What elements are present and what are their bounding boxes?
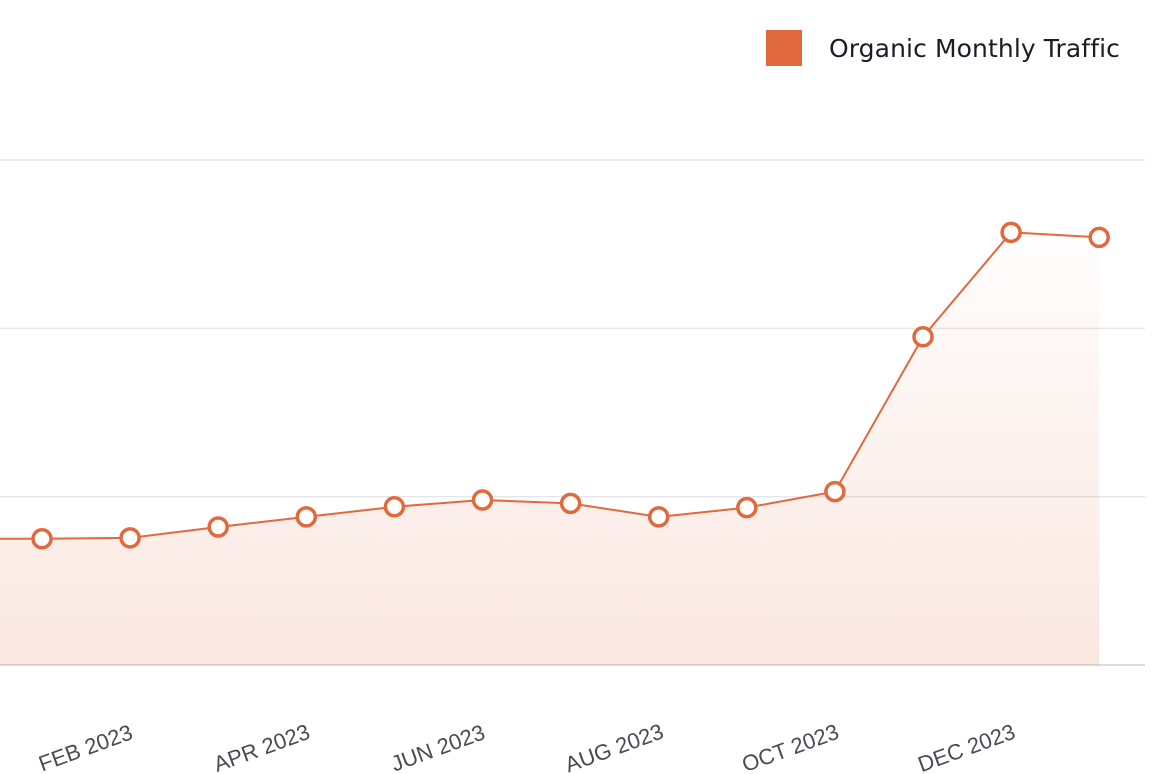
legend-label: Organic Monthly Traffic bbox=[828, 33, 1120, 63]
x-axis-tick-labels: FEB 2023 APR 2023 JUN 2023 AUG 2023 OCT 2023… bbox=[35, 719, 1018, 774]
data-point[interactable] bbox=[647, 506, 670, 528]
data-point[interactable] bbox=[207, 516, 229, 538]
data-point[interactable] bbox=[383, 496, 406, 518]
data-point[interactable] bbox=[912, 326, 934, 348]
data-point[interactable] bbox=[31, 528, 53, 550]
data-point[interactable] bbox=[824, 480, 846, 503]
data-point[interactable] bbox=[119, 527, 141, 549]
legend-swatch bbox=[765, 30, 802, 66]
data-point[interactable] bbox=[295, 506, 318, 528]
area-fill-group bbox=[0, 232, 1100, 665]
data-point[interactable] bbox=[1000, 221, 1022, 244]
x-tick-label: JUN 2023 bbox=[388, 719, 488, 774]
x-tick-label: FEB 2023 bbox=[35, 719, 135, 774]
series-line bbox=[0, 231, 1100, 540]
data-point[interactable] bbox=[736, 496, 758, 519]
x-tick-label: DEC 2023 bbox=[915, 719, 1019, 774]
data-point[interactable] bbox=[559, 492, 582, 515]
legend: Organic Monthly Traffic bbox=[765, 30, 1120, 66]
x-tick-label: AUG 2023 bbox=[562, 719, 667, 774]
area-fill bbox=[0, 232, 1100, 665]
x-tick-label: OCT 2023 bbox=[739, 719, 843, 774]
series-line-group bbox=[0, 231, 1100, 540]
x-tick-label: APR 2023 bbox=[210, 719, 313, 774]
data-point[interactable] bbox=[1088, 226, 1110, 249]
data-points bbox=[31, 221, 1110, 550]
data-point[interactable] bbox=[471, 489, 494, 511]
